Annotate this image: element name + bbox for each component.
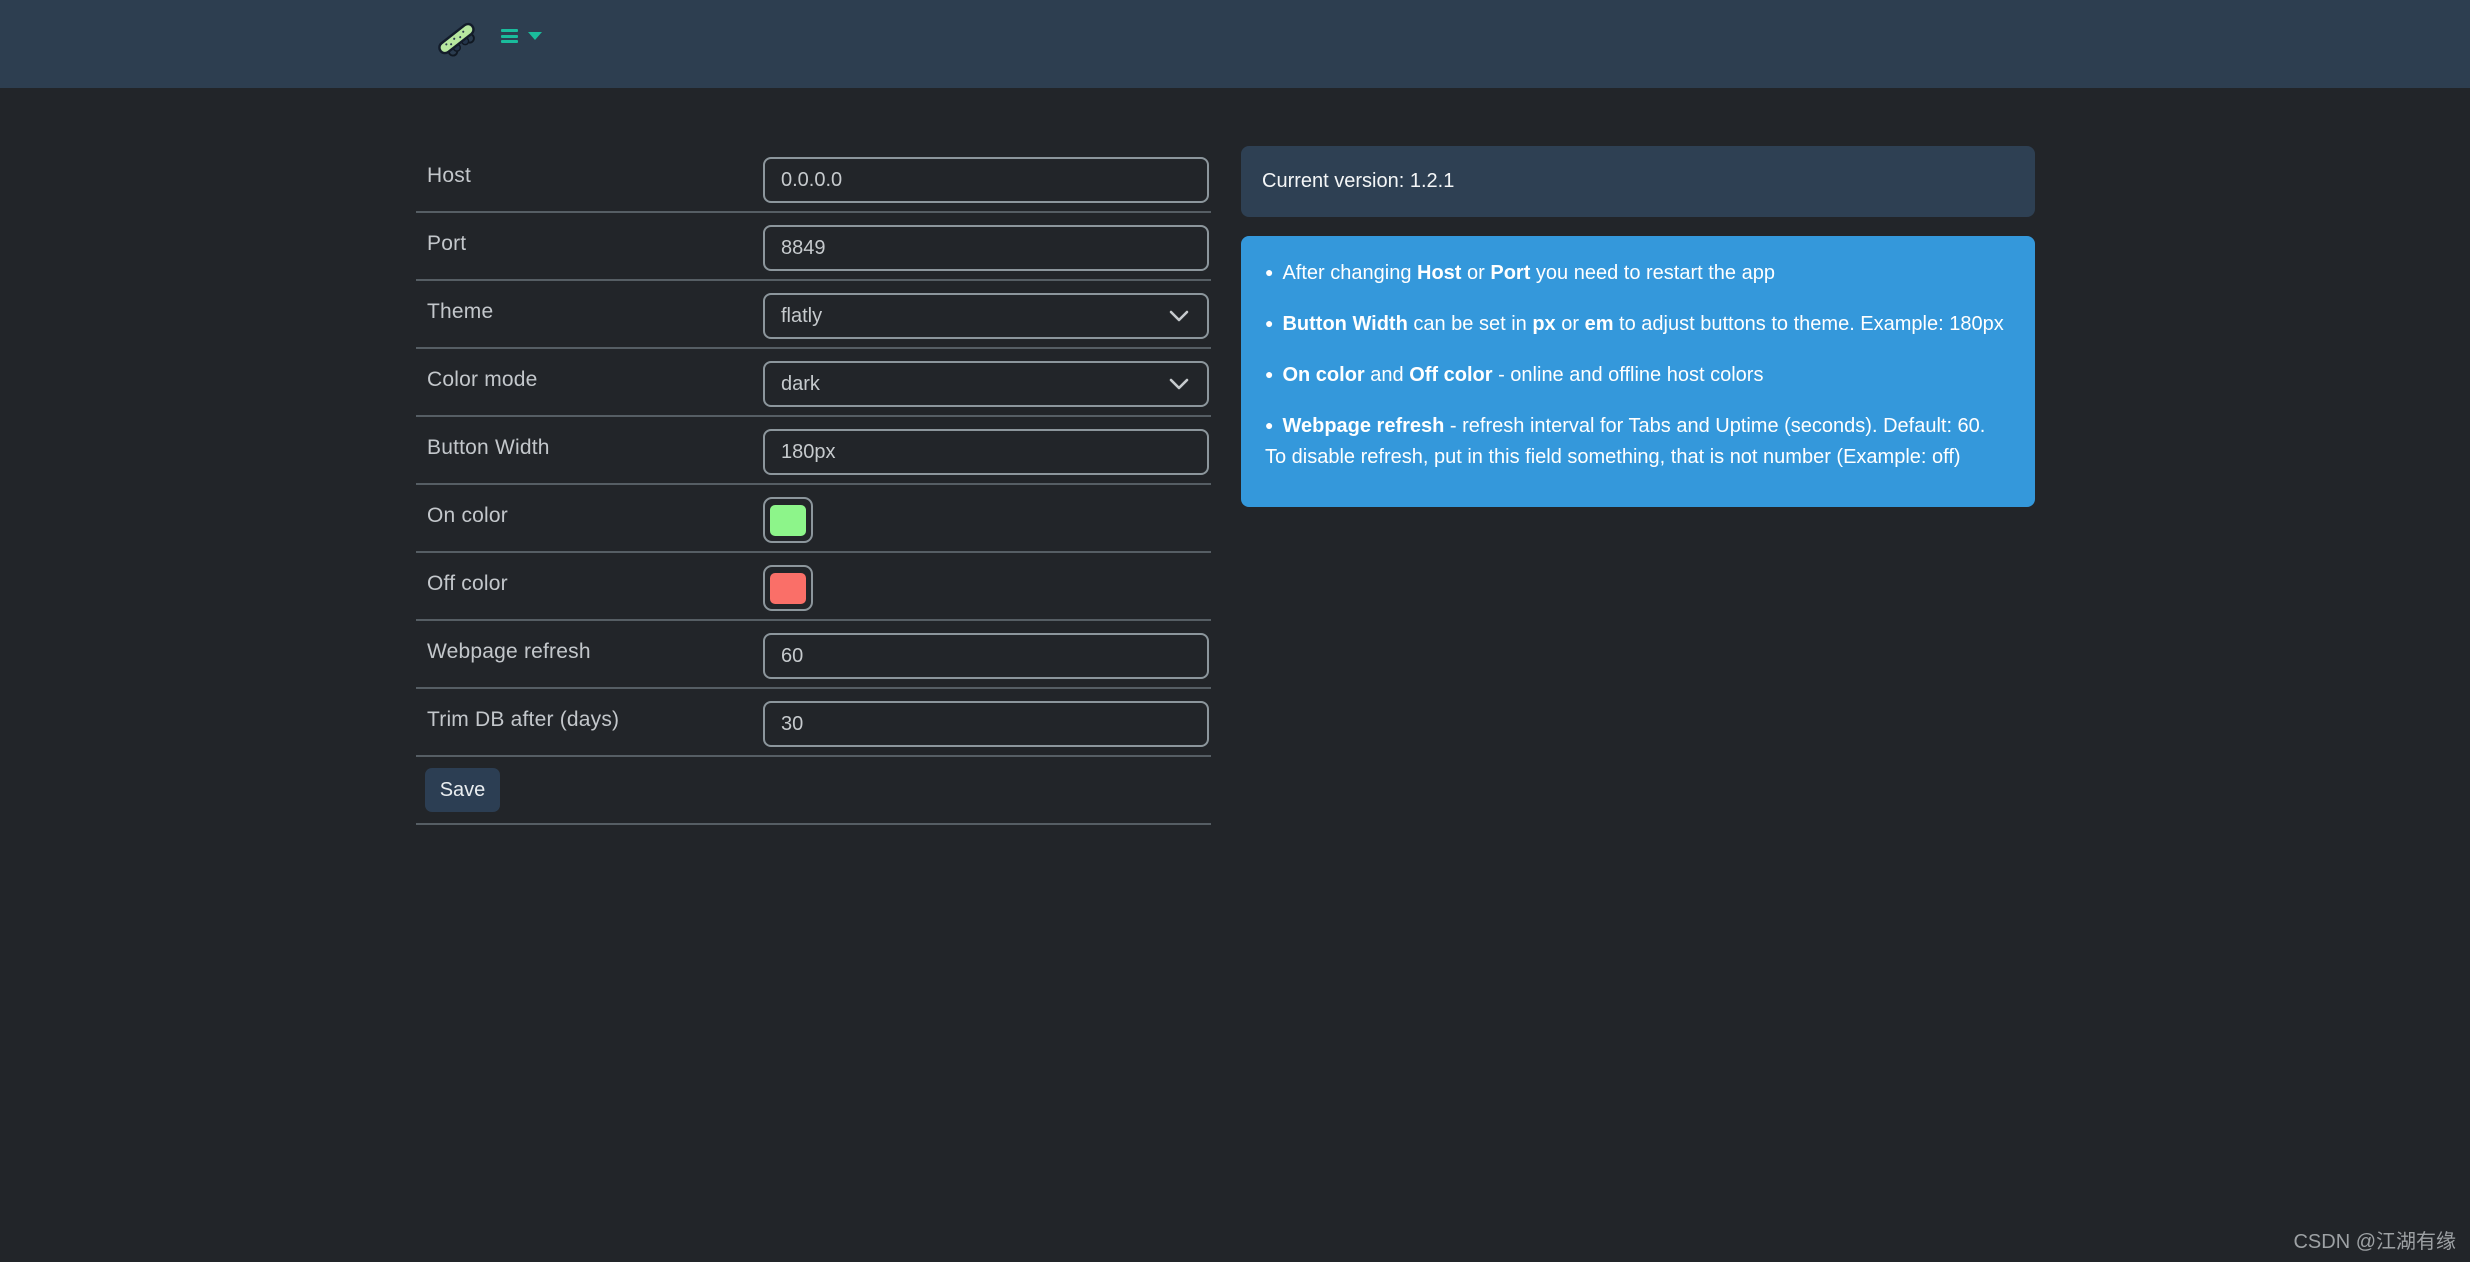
save-button[interactable]: Save [425, 768, 500, 812]
dropdown-caret-icon[interactable] [528, 32, 542, 40]
color-mode-select-value: dark [781, 372, 820, 395]
on-color-swatch [770, 504, 806, 536]
form-row-theme: Theme flatly [416, 281, 1211, 349]
hamburger-bar [501, 34, 518, 38]
hamburger-bar [501, 40, 518, 43]
bullet-icon: ● [1265, 315, 1274, 331]
bullet-icon: ● [1265, 366, 1274, 382]
color-mode-label: Color mode [427, 368, 538, 391]
port-input[interactable] [763, 225, 1209, 271]
form-row-color-mode: Color mode dark [416, 349, 1211, 417]
trim-db-label: Trim DB after (days) [427, 708, 620, 731]
theme-label: Theme [427, 300, 494, 323]
host-label: Host [427, 164, 471, 187]
skateboard-icon [438, 22, 475, 57]
settings-form: Host Port Theme flatly Color mode dark [416, 145, 1211, 825]
port-label: Port [427, 232, 467, 255]
app-logo skateboard-icon[interactable] [433, 15, 479, 61]
host-input[interactable] [763, 157, 1209, 203]
webpage-refresh-label: Webpage refresh [427, 640, 591, 663]
off-color-picker[interactable] [763, 565, 813, 611]
bullet-icon: ● [1265, 264, 1274, 280]
chevron-down-icon [1169, 310, 1189, 322]
hamburger-bar [501, 29, 518, 32]
info-column: Current version: 1.2.1 ● After changing H… [1241, 146, 2035, 507]
version-panel: Current version: 1.2.1 [1241, 146, 2035, 217]
on-color-label: On color [427, 504, 508, 527]
form-row-trim-db: Trim DB after (days) [416, 689, 1211, 757]
theme-select-value: flatly [781, 304, 823, 327]
button-width-input[interactable] [763, 429, 1209, 475]
form-row-port: Port [416, 213, 1211, 281]
off-color-swatch [770, 572, 806, 604]
button-width-label: Button Width [427, 436, 550, 459]
form-row-button-width: Button Width [416, 417, 1211, 485]
webpage-refresh-input[interactable] [763, 633, 1209, 679]
info-bullet-refresh: ● Webpage refresh - refresh interval for … [1265, 415, 1986, 468]
version-text: Current version: 1.2.1 [1262, 170, 1455, 192]
navbar [0, 0, 2470, 88]
form-row-host: Host [416, 145, 1211, 213]
watermark: CSDN @江湖有缘 [2293, 1231, 2456, 1253]
theme-select[interactable]: flatly [763, 293, 1209, 339]
form-row-off-color: Off color [416, 553, 1211, 621]
form-row-on-color: On color [416, 485, 1211, 553]
info-bullet-colors: ● On color and Off color - online and off… [1265, 364, 1764, 386]
info-bullet-button-width: ● Button Width can be set in px or em to … [1265, 313, 2004, 335]
hamburger-menu-icon[interactable] [501, 29, 518, 43]
color-mode-select[interactable]: dark [763, 361, 1209, 407]
bullet-icon: ● [1265, 417, 1274, 433]
trim-db-input[interactable] [763, 701, 1209, 747]
chevron-down-icon [1169, 378, 1189, 390]
save-row: Save [416, 757, 1211, 825]
help-info-box: ● After changing Host or Port you need to… [1241, 236, 2035, 507]
info-bullet-host-port: ● After changing Host or Port you need to… [1265, 262, 1775, 284]
form-row-webpage-refresh: Webpage refresh [416, 621, 1211, 689]
off-color-label: Off color [427, 572, 508, 595]
on-color-picker[interactable] [763, 497, 813, 543]
